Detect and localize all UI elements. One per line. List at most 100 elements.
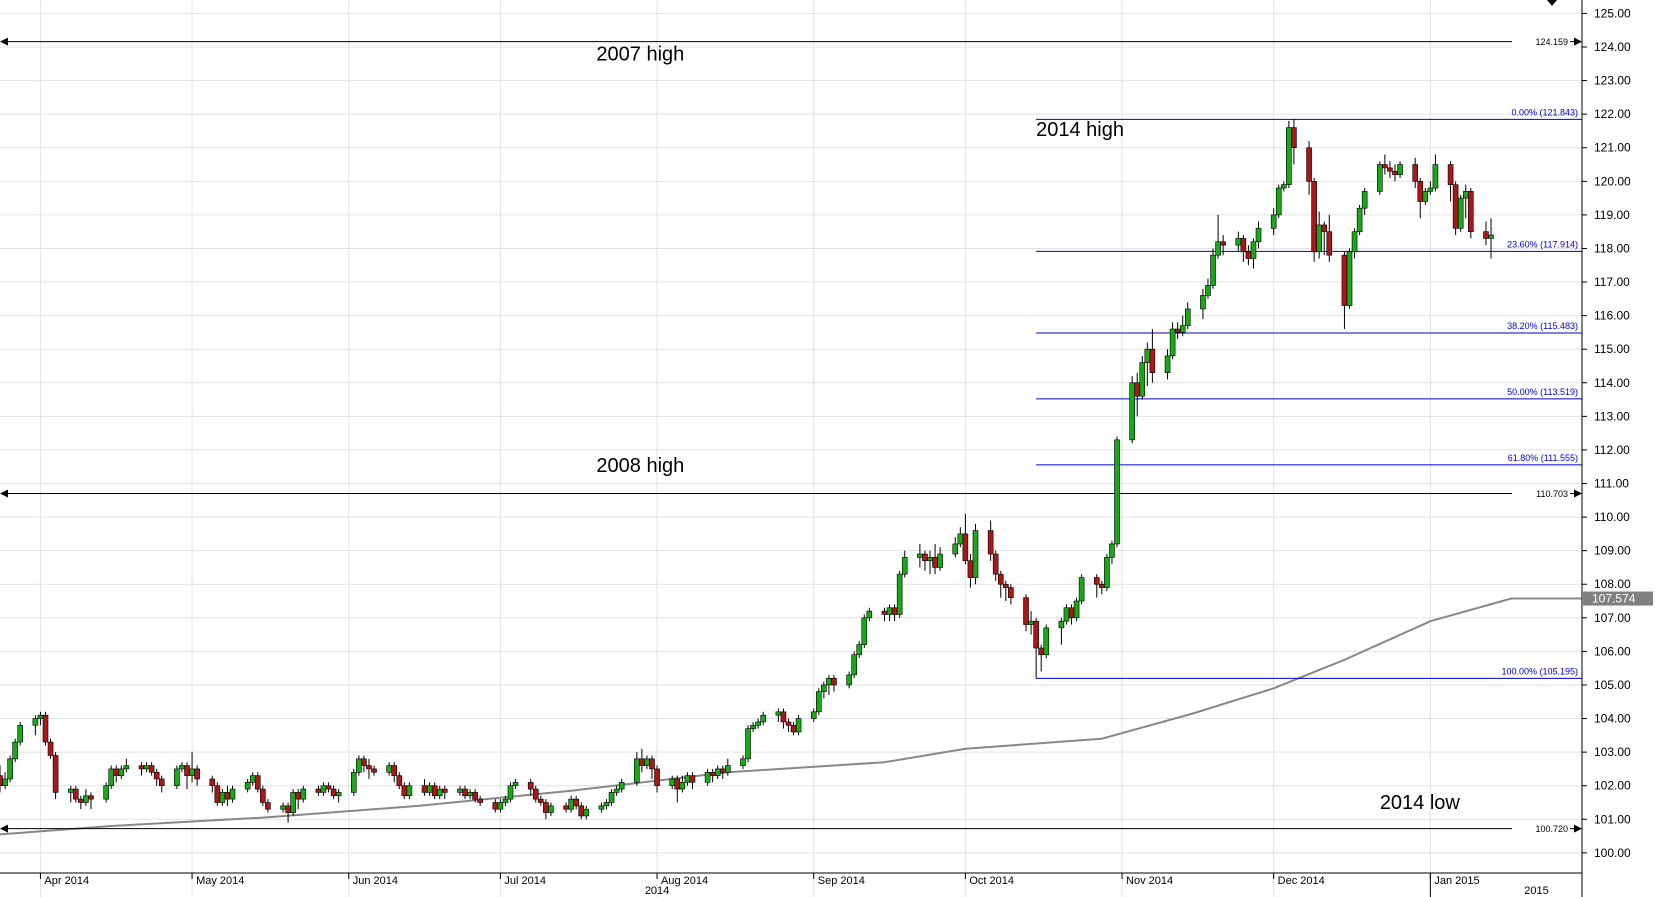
candle-down (719, 768, 726, 773)
candle-up (229, 788, 236, 800)
candle-up (290, 792, 296, 813)
candle-up (603, 802, 610, 807)
candle-up (280, 805, 286, 810)
candle-up (669, 778, 676, 787)
candle-up (826, 677, 832, 686)
candle-up (775, 711, 782, 716)
y-tick-label: 105.00 (1594, 678, 1631, 692)
current-price-badge (1583, 591, 1653, 606)
candle-down (1452, 184, 1459, 229)
x-tick-label: Nov 2014 (1126, 875, 1173, 887)
candle-up (512, 782, 519, 786)
chevron-down-icon (1547, 0, 1557, 6)
candle-down (881, 610, 888, 615)
candle-down (780, 711, 787, 723)
x-tick-label: Jan 2015 (1434, 875, 1479, 887)
candle-down (0, 775, 3, 787)
candle-down (158, 778, 165, 787)
candle-up (386, 765, 392, 773)
candle-up (7, 758, 13, 780)
candle-up (1114, 439, 1120, 545)
candle-down (401, 785, 408, 797)
arrow-right-icon (1574, 824, 1582, 833)
y-tick-label: 101.00 (1594, 812, 1631, 826)
moving-average-line (0, 597, 1582, 836)
candle-up (1250, 241, 1257, 259)
candle-down (962, 533, 969, 562)
candle-up (1346, 251, 1353, 306)
candle-down (472, 792, 478, 800)
y-tick-label: 118.00 (1594, 241, 1630, 255)
candle-up (684, 775, 691, 783)
candle-up (1361, 191, 1368, 209)
candle-up (300, 788, 307, 800)
candle-up (123, 765, 130, 770)
candle-down (1149, 348, 1156, 374)
candle-up (1078, 577, 1085, 602)
y-tick-label: 109.00 (1594, 544, 1631, 558)
candle-up (118, 768, 125, 776)
candle-up (1351, 231, 1358, 253)
y-tick-label: 113.00 (1594, 409, 1630, 423)
candle-down (209, 778, 216, 787)
candle-down (932, 557, 938, 568)
candle-down (1387, 167, 1393, 172)
candle-down (1291, 127, 1297, 149)
candle-up (1210, 254, 1216, 286)
candle-down (391, 765, 398, 776)
candle-up (189, 768, 195, 776)
candle-down (315, 788, 322, 793)
candle-up (957, 533, 964, 545)
candle-up (219, 792, 226, 803)
candle-up (143, 765, 150, 770)
candle-up (861, 617, 868, 645)
y-tick-label: 111.00 (1594, 477, 1629, 491)
candle-down (153, 771, 160, 780)
candle-up (704, 771, 711, 783)
candle-down (477, 798, 483, 803)
candle-up (37, 714, 44, 719)
y-tick-label: 120.00 (1594, 174, 1631, 188)
fibonacci-retracement: 0.00% (121.843) 23.60% (117.914) 38.20% (1… (1036, 107, 1582, 679)
candle-up (502, 798, 509, 803)
annotation-label: 2014 low (1380, 792, 1461, 814)
candle-down (639, 758, 645, 766)
y-tick-label: 114.00 (1594, 376, 1630, 390)
level-label: 124.159 (1535, 37, 1568, 47)
y-tick-label: 112.00 (1594, 443, 1630, 457)
fib-label: 38.20% (115.483) (1507, 321, 1578, 331)
candle-up (679, 782, 686, 790)
candle-up (608, 792, 615, 803)
candle-down (709, 771, 716, 776)
candle-down (73, 788, 79, 800)
candle-up (714, 768, 721, 776)
candle-up (1235, 238, 1242, 246)
y-tick-label: 115.00 (1594, 342, 1630, 356)
candle-up (634, 758, 640, 783)
candle-up (896, 573, 903, 615)
candle-down (538, 798, 544, 803)
candle-down (785, 721, 792, 726)
candle-down (214, 785, 221, 803)
candle-down (1240, 238, 1247, 253)
candle-up (750, 724, 756, 729)
candle-down (1099, 583, 1105, 588)
arrow-right-icon (1574, 489, 1582, 498)
candle-up (356, 758, 362, 773)
x-tick-label: Dec 2014 (1278, 875, 1325, 887)
candle-up (1280, 184, 1287, 189)
y-tick-label: 110.00 (1594, 510, 1630, 524)
candle-up (1043, 627, 1050, 656)
candle-up (1028, 620, 1034, 625)
candle-up (1164, 355, 1171, 374)
y-tick-label: 117.00 (1594, 275, 1630, 289)
candle-up (32, 718, 39, 726)
y-tick-label: 122.00 (1594, 107, 1631, 121)
candle-down (265, 802, 271, 810)
y-tick-label: 104.00 (1594, 712, 1631, 726)
candle-down (78, 798, 84, 803)
candle-down (1093, 577, 1100, 585)
candle-down (260, 788, 266, 803)
candle-up (1184, 308, 1191, 326)
